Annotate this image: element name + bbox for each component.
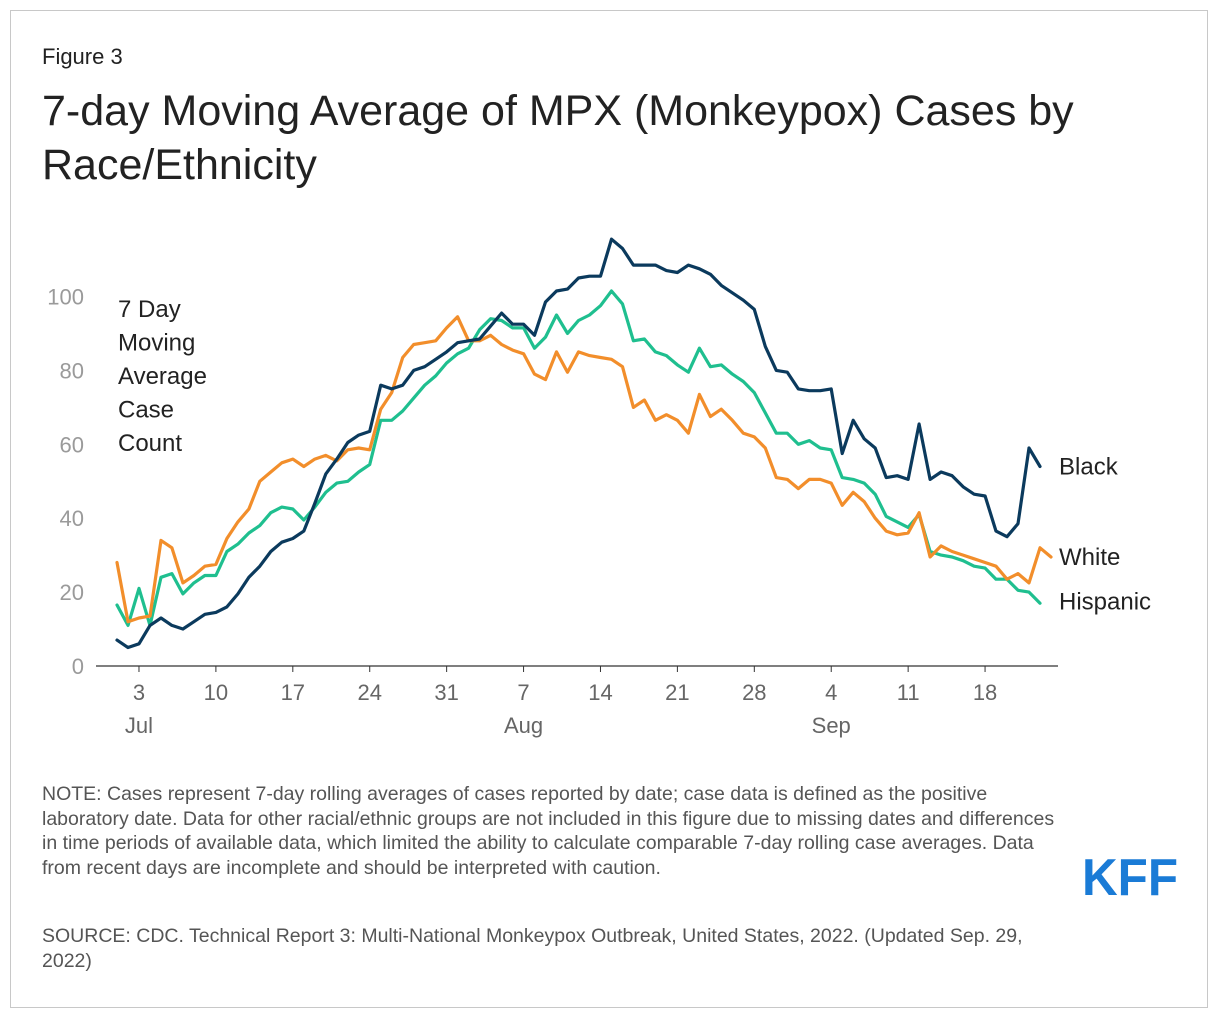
month-label: Jul (125, 713, 153, 738)
series-line-black (115, 237, 1042, 650)
y-axis-label: 7 Day Moving Average Case Count (118, 296, 207, 457)
y-axis-label-line: 7 Day (118, 296, 181, 323)
x-tick-label: 10 (204, 680, 228, 705)
y-tick-label: 40 (60, 506, 84, 531)
x-tick-label: 18 (973, 680, 997, 705)
series-line-hispanic (115, 289, 1042, 628)
x-tick-label: 24 (357, 680, 381, 705)
x-tick-label: 17 (281, 680, 305, 705)
y-tick-label: 20 (60, 580, 84, 605)
x-tick-label: 4 (825, 680, 837, 705)
y-axis-ticks: 0 20 40 60 80 100 (47, 285, 84, 680)
chart-title: 7-day Moving Average of MPX (Monkeypox) … (42, 87, 1074, 189)
y-axis-label-line: Case (118, 397, 174, 424)
y-tick-label: 100 (47, 285, 84, 310)
end-label-white: White (1059, 544, 1120, 571)
x-tick-label: 11 (897, 680, 920, 705)
y-tick-label: 80 (60, 358, 84, 383)
kff-logo-text: KFF (1082, 852, 1178, 902)
x-tick-label: 21 (665, 680, 689, 705)
series-end-labels: Black White Hispanic (1059, 453, 1151, 615)
y-axis-label-line: Count (118, 430, 182, 457)
end-label-hispanic: Hispanic (1059, 588, 1151, 615)
x-tick-label: 31 (434, 680, 458, 705)
chart-source: SOURCE: CDC. Technical Report 3: Multi-N… (42, 925, 1023, 972)
y-axis-label-line: Average (118, 363, 207, 390)
y-tick-label: 0 (72, 654, 84, 679)
series-lines (115, 237, 1053, 650)
end-label-black: Black (1059, 453, 1119, 480)
month-label: Aug (504, 713, 543, 738)
x-tick-label: 3 (133, 680, 145, 705)
series-line-white (115, 315, 1053, 624)
month-label: Sep (812, 713, 851, 738)
figure-frame (10, 10, 1208, 1008)
chart-note: NOTE: Cases represent 7-day rolling aver… (42, 783, 1055, 879)
x-tick-label: 14 (588, 680, 612, 705)
x-axis-ticks: 3 10 17 24 31 7 14 21 28 4 11 18 (133, 666, 997, 705)
y-tick-label: 60 (60, 432, 84, 457)
x-tick-label: 28 (742, 680, 766, 705)
y-axis-label-line: Moving (118, 330, 195, 357)
figure-label: Figure 3 (42, 44, 123, 69)
x-axis-months: Jul Aug Sep (125, 713, 851, 738)
kff-logo: KFF (1082, 852, 1178, 902)
x-tick-label: 7 (517, 680, 529, 705)
